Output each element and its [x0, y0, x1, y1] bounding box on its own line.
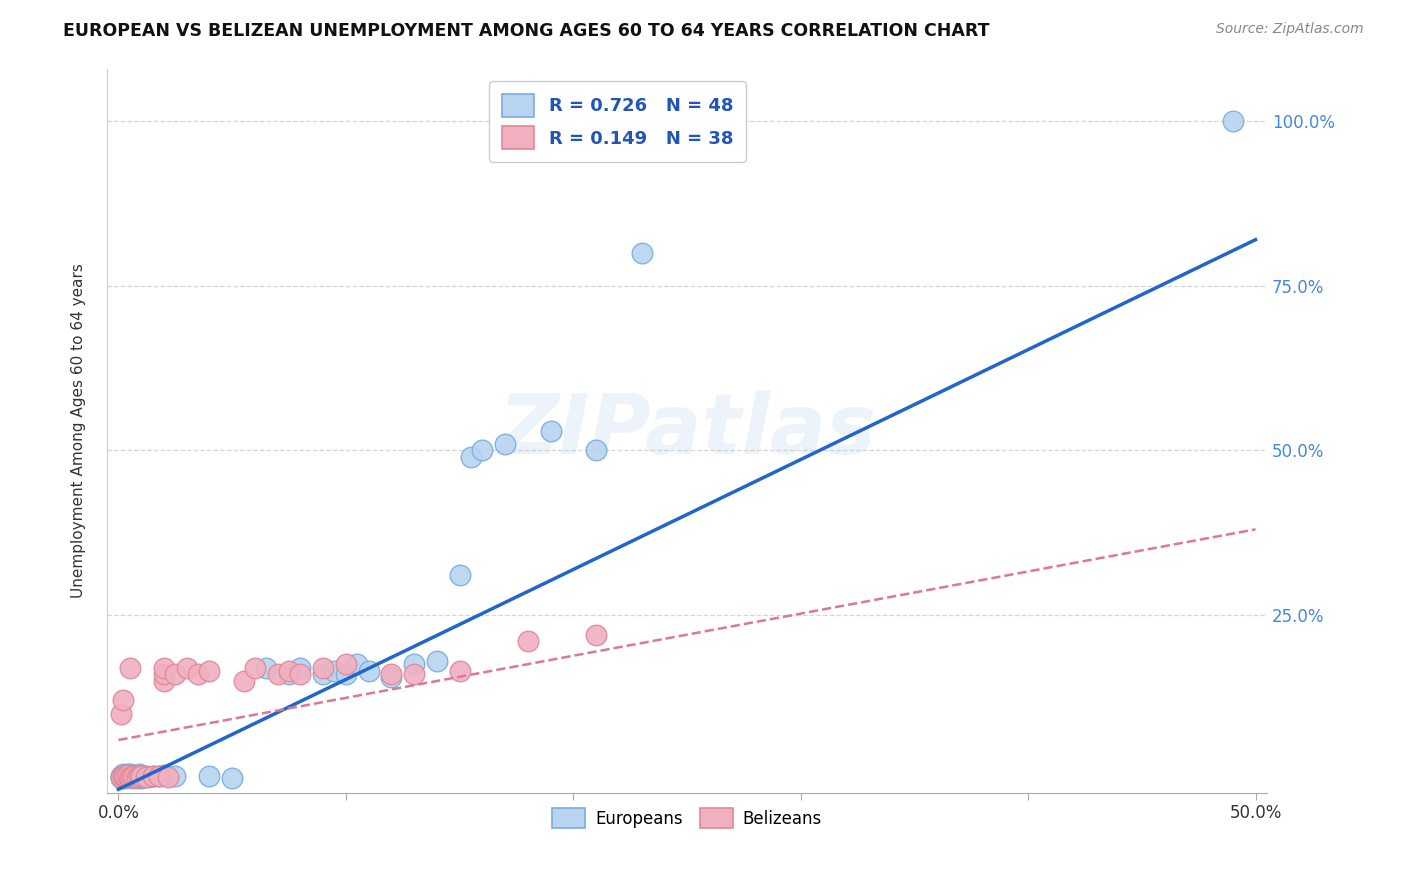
Text: EUROPEAN VS BELIZEAN UNEMPLOYMENT AMONG AGES 60 TO 64 YEARS CORRELATION CHART: EUROPEAN VS BELIZEAN UNEMPLOYMENT AMONG … — [63, 22, 990, 40]
Point — [335, 657, 357, 672]
Point — [335, 667, 357, 681]
Point — [357, 664, 380, 678]
Point — [118, 770, 141, 784]
Legend: Europeans, Belizeans: Europeans, Belizeans — [546, 801, 828, 835]
Point — [111, 769, 134, 783]
Point — [124, 768, 146, 782]
Point — [125, 768, 148, 782]
Point — [153, 667, 176, 681]
Point — [128, 767, 150, 781]
Point — [110, 768, 132, 782]
Point — [114, 771, 136, 785]
Point — [121, 768, 143, 782]
Point — [136, 770, 159, 784]
Point — [148, 769, 170, 783]
Point — [449, 568, 471, 582]
Point — [114, 768, 136, 782]
Point — [117, 768, 139, 782]
Point — [157, 770, 180, 784]
Point — [124, 770, 146, 784]
Point — [460, 450, 482, 464]
Point — [176, 660, 198, 674]
Point — [110, 770, 132, 784]
Point — [494, 436, 516, 450]
Point — [132, 769, 155, 783]
Point — [121, 771, 143, 785]
Point — [254, 660, 277, 674]
Point — [380, 667, 402, 681]
Point — [110, 706, 132, 721]
Point — [198, 769, 221, 783]
Point — [187, 667, 209, 681]
Point — [118, 660, 141, 674]
Point — [1222, 114, 1244, 128]
Point — [114, 770, 136, 784]
Text: ZIPatlas: ZIPatlas — [498, 390, 876, 471]
Point — [117, 766, 139, 780]
Point — [111, 693, 134, 707]
Point — [153, 660, 176, 674]
Point — [290, 660, 312, 674]
Text: Source: ZipAtlas.com: Source: ZipAtlas.com — [1216, 22, 1364, 37]
Point — [110, 771, 132, 785]
Point — [111, 770, 134, 784]
Point — [278, 664, 301, 678]
Point — [128, 768, 150, 782]
Point — [404, 657, 426, 672]
Point — [124, 768, 146, 782]
Point — [111, 767, 134, 781]
Point — [471, 443, 494, 458]
Point — [312, 660, 335, 674]
Point — [135, 768, 157, 782]
Point — [516, 634, 538, 648]
Point — [148, 769, 170, 783]
Point — [312, 667, 335, 681]
Point — [404, 667, 426, 681]
Point — [153, 768, 176, 782]
Point — [243, 660, 266, 674]
Y-axis label: Unemployment Among Ages 60 to 64 years: Unemployment Among Ages 60 to 64 years — [72, 263, 86, 598]
Point — [135, 770, 157, 784]
Point — [153, 673, 176, 688]
Point — [290, 667, 312, 681]
Point — [121, 769, 143, 783]
Point — [630, 245, 652, 260]
Point — [346, 657, 368, 672]
Point — [125, 771, 148, 785]
Point — [449, 664, 471, 678]
Point — [118, 770, 141, 784]
Point — [129, 768, 152, 782]
Point — [165, 769, 187, 783]
Point — [142, 768, 165, 782]
Point — [221, 771, 243, 785]
Point — [232, 673, 254, 688]
Point — [380, 670, 402, 684]
Point — [128, 770, 150, 784]
Point — [198, 664, 221, 678]
Point — [426, 654, 449, 668]
Point — [125, 770, 148, 784]
Point — [165, 667, 187, 681]
Point — [117, 769, 139, 783]
Point — [585, 443, 607, 458]
Point — [129, 771, 152, 785]
Point — [278, 667, 301, 681]
Point — [142, 768, 165, 782]
Point — [117, 769, 139, 783]
Point — [118, 767, 141, 781]
Point — [266, 667, 288, 681]
Point — [129, 769, 152, 783]
Point — [540, 424, 562, 438]
Point — [323, 664, 346, 678]
Point — [585, 628, 607, 642]
Point — [114, 768, 136, 782]
